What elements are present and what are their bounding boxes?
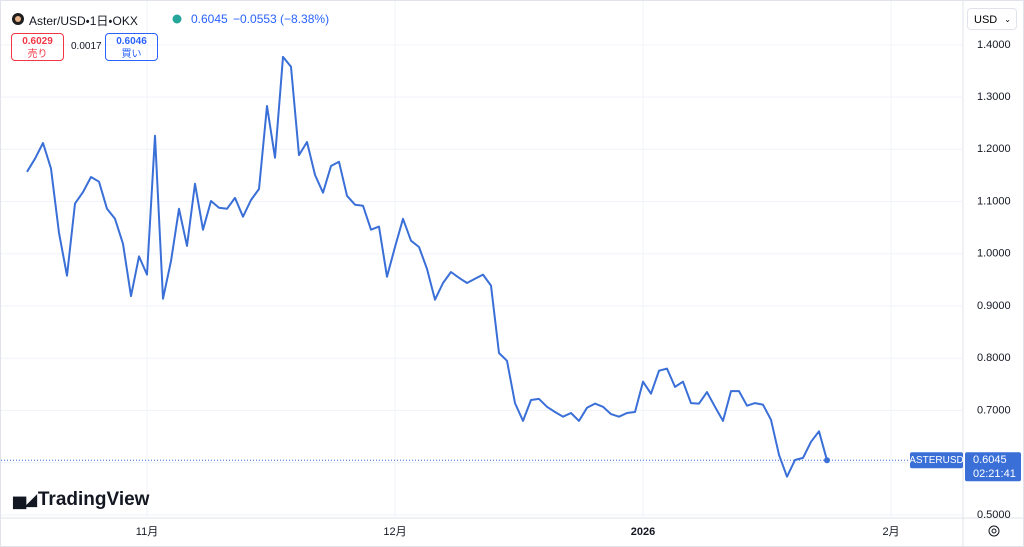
- countdown: 02:21:41: [973, 468, 1016, 480]
- last-point: [824, 457, 830, 464]
- price-line: [26, 55, 828, 478]
- brand-mark: ▅◢: [13, 490, 38, 509]
- currency-select[interactable]: USD ⌄: [967, 8, 1017, 30]
- y-tick-label: 0.9000: [977, 300, 1011, 312]
- x-tick-label: 2月: [882, 526, 899, 538]
- currency: USD: [974, 14, 998, 26]
- sell-button[interactable]: 0.6029 売り: [11, 33, 64, 61]
- y-tick-label: 1.0000: [977, 248, 1011, 260]
- dropdown-arrow: ⌄: [1004, 15, 1011, 24]
- last-price: 0.6045: [191, 12, 228, 26]
- y-tick-label: 0.7000: [977, 404, 1011, 416]
- price-change: −0.0553 (−8.38%): [233, 12, 330, 26]
- y-tick-label: 0.8000: [977, 352, 1011, 364]
- sell-label: 売り: [27, 49, 48, 60]
- y-tick-label: 1.4000: [977, 39, 1011, 51]
- x-tick-label: 12月: [383, 526, 406, 538]
- buy-label: 買い: [121, 49, 142, 60]
- price-label-bg: [965, 452, 1021, 482]
- y-tick-label: 1.2000: [977, 143, 1011, 155]
- y-tick-label: 0.5000: [977, 509, 1011, 521]
- x-tick-label: 2026: [631, 526, 655, 538]
- series-label-bg: [910, 452, 963, 469]
- series-label: ASTERUSD: [909, 455, 963, 466]
- buy-price: 0.6046: [116, 36, 147, 47]
- buy-button[interactable]: 0.6046 買い: [105, 33, 158, 61]
- price-label: 0.6045: [973, 454, 1007, 466]
- settings-icon-inner: [991, 528, 997, 534]
- market-status: [172, 14, 182, 24]
- brand-logo: ▅◢ TradingView: [13, 489, 149, 511]
- spread: 0.0017: [71, 41, 102, 52]
- y-tick-label: 1.1000: [977, 195, 1011, 207]
- brand-name: TradingView: [37, 489, 150, 510]
- x-tick-label: 11月: [136, 526, 158, 538]
- symbol-icon: [12, 13, 24, 25]
- settings-icon[interactable]: [988, 525, 1000, 537]
- symbol-title: Aster/USD・1日・OKX: [29, 14, 138, 28]
- y-tick-label: 1.3000: [977, 91, 1011, 103]
- sell-price: 0.6029: [22, 36, 53, 47]
